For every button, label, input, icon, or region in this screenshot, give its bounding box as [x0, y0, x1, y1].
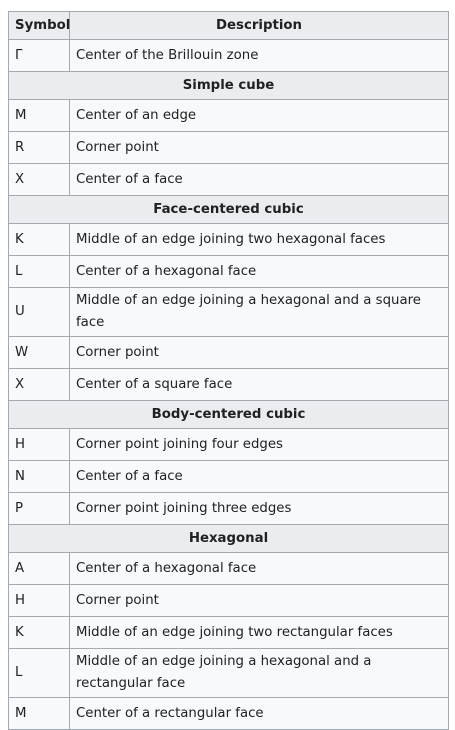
section-header-row: Hexagonal — [8, 524, 449, 553]
section-header-row: Simple cube — [8, 71, 449, 100]
description-cell: Center of a square face — [69, 368, 449, 401]
description-cell: Middle of an edge joining a hexagonal an… — [69, 287, 449, 337]
description-cell: Center of a face — [69, 460, 449, 493]
description-cell: Corner point — [69, 131, 449, 164]
symbol-cell: U — [8, 287, 70, 337]
table-row: Γ Center of the Brillouin zone — [8, 39, 449, 72]
description-cell: Middle of an edge joining two hexagonal … — [69, 223, 449, 256]
table-row: K Middle of an edge joining two hexagonal… — [8, 223, 449, 256]
symbol-cell: W — [8, 336, 70, 369]
symbol-cell: A — [8, 552, 70, 585]
description-cell: Middle of an edge joining a hexagonal an… — [69, 648, 449, 698]
table-row: M Center of an edge — [8, 99, 449, 132]
description-cell: Center of a hexagonal face — [69, 552, 449, 585]
section-header-row: Body-centered cubic — [8, 400, 449, 429]
table-row: W Corner point — [8, 336, 449, 369]
symbol-cell: M — [8, 697, 70, 730]
description-cell: Center of a rectangular face — [69, 697, 449, 730]
symbol-cell: K — [8, 223, 70, 256]
table-row: K Middle of an edge joining two rectangul… — [8, 616, 449, 649]
description-cell: Center of a face — [69, 163, 449, 196]
symbol-cell: N — [8, 460, 70, 493]
description-cell: Corner point joining three edges — [69, 492, 449, 525]
description-column-header: Description — [69, 11, 449, 40]
section-title: Body-centered cubic — [8, 400, 449, 429]
description-cell: Corner point — [69, 336, 449, 369]
symbol-cell: P — [8, 492, 70, 525]
table-row: X Center of a face — [8, 163, 449, 196]
section-header-row: Face-centered cubic — [8, 195, 449, 224]
table-row: U Middle of an edge joining a hexagonal a… — [8, 287, 449, 337]
table-row: X Center of a square face — [8, 368, 449, 401]
symbol-cell: K — [8, 616, 70, 649]
header-row: Symbol Description — [8, 11, 449, 40]
table-row: H Corner point joining four edges — [8, 428, 449, 461]
symbol-cell: M — [8, 99, 70, 132]
table-row: N Center of a face — [8, 460, 449, 493]
symbol-cell: Γ — [8, 39, 70, 72]
table-row: P Corner point joining three edges — [8, 492, 449, 525]
description-cell: Middle of an edge joining two rectangula… — [69, 616, 449, 649]
table-row: L Center of a hexagonal face — [8, 255, 449, 288]
table-row: L Middle of an edge joining a hexagonal a… — [8, 648, 449, 698]
description-cell: Corner point joining four edges — [69, 428, 449, 461]
symbol-column-header: Symbol — [8, 11, 70, 40]
symbol-cell: X — [8, 368, 70, 401]
symbol-cell: R — [8, 131, 70, 164]
description-cell: Center of an edge — [69, 99, 449, 132]
section-title: Simple cube — [8, 71, 449, 100]
section-title: Face-centered cubic — [8, 195, 449, 224]
description-cell: Corner point — [69, 584, 449, 617]
table-row: M Center of a rectangular face — [8, 697, 449, 730]
table-body: Γ Center of the Brillouin zone Simple cube… — [8, 39, 449, 730]
description-cell: Center of a hexagonal face — [69, 255, 449, 288]
symmetry-points-table: Symbol Description Γ Center of the Brillo… — [8, 11, 449, 730]
table-row: R Corner point — [8, 131, 449, 164]
symbol-cell: L — [8, 648, 70, 698]
symbol-cell: X — [8, 163, 70, 196]
symbol-cell: H — [8, 584, 70, 617]
symbol-cell: H — [8, 428, 70, 461]
description-cell: Center of the Brillouin zone — [69, 39, 449, 72]
symbol-cell: L — [8, 255, 70, 288]
section-title: Hexagonal — [8, 524, 449, 553]
table-row: H Corner point — [8, 584, 449, 617]
table-row: A Center of a hexagonal face — [8, 552, 449, 585]
